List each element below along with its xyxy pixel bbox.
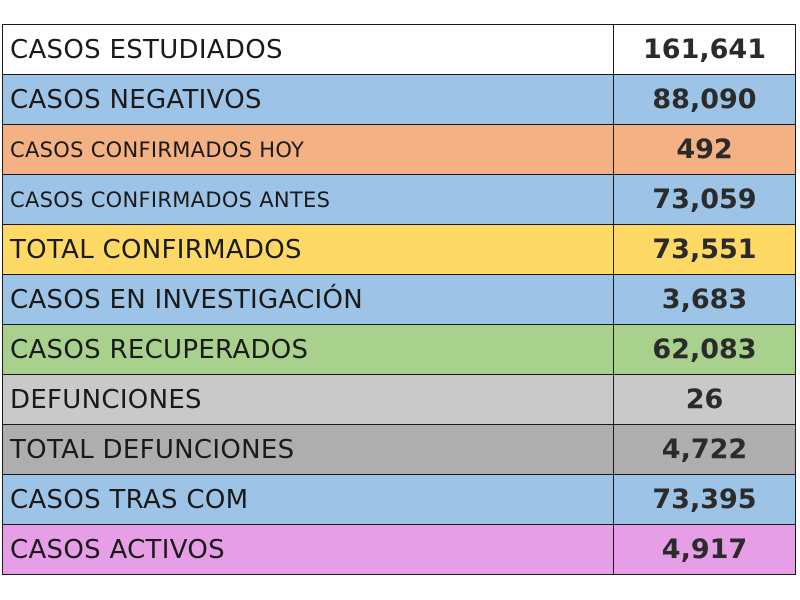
- row-label: CASOS NEGATIVOS: [2, 74, 614, 125]
- row-value: 4,722: [613, 424, 796, 475]
- table-row: CASOS CONFIRMADOS ANTES 73,059: [2, 174, 796, 225]
- table-row: TOTAL DEFUNCIONES 4,722: [2, 424, 796, 475]
- row-value: 492: [613, 124, 796, 175]
- row-value: 73,395: [613, 474, 796, 525]
- table-row: CASOS TRAS COM 73,395: [2, 474, 796, 525]
- stats-table: CASOS ESTUDIADOS 161,641 CASOS NEGATIVOS…: [2, 24, 796, 575]
- table-row: CASOS ESTUDIADOS 161,641: [2, 24, 796, 75]
- table-row: CASOS CONFIRMADOS HOY 492: [2, 124, 796, 175]
- row-value: 88,090: [613, 74, 796, 125]
- row-label: CASOS EN INVESTIGACIÓN: [2, 274, 614, 325]
- row-value: 73,551: [613, 224, 796, 275]
- row-value: 62,083: [613, 324, 796, 375]
- row-label: CASOS CONFIRMADOS HOY: [2, 124, 614, 175]
- row-label: CASOS ESTUDIADOS: [2, 24, 614, 75]
- table-row: CASOS ACTIVOS 4,917: [2, 524, 796, 575]
- table-row: CASOS RECUPERADOS 62,083: [2, 324, 796, 375]
- row-label: CASOS TRAS COM: [2, 474, 614, 525]
- row-value: 26: [613, 374, 796, 425]
- table-row: CASOS EN INVESTIGACIÓN 3,683: [2, 274, 796, 325]
- table-row: CASOS NEGATIVOS 88,090: [2, 74, 796, 125]
- row-label: CASOS CONFIRMADOS ANTES: [2, 174, 614, 225]
- row-value: 161,641: [613, 24, 796, 75]
- row-label: CASOS ACTIVOS: [2, 524, 614, 575]
- row-value: 73,059: [613, 174, 796, 225]
- row-label: TOTAL CONFIRMADOS: [2, 224, 614, 275]
- row-value: 4,917: [613, 524, 796, 575]
- row-label: DEFUNCIONES: [2, 374, 614, 425]
- row-value: 3,683: [613, 274, 796, 325]
- table-row: TOTAL CONFIRMADOS 73,551: [2, 224, 796, 275]
- table-row: DEFUNCIONES 26: [2, 374, 796, 425]
- row-label: TOTAL DEFUNCIONES: [2, 424, 614, 475]
- row-label: CASOS RECUPERADOS: [2, 324, 614, 375]
